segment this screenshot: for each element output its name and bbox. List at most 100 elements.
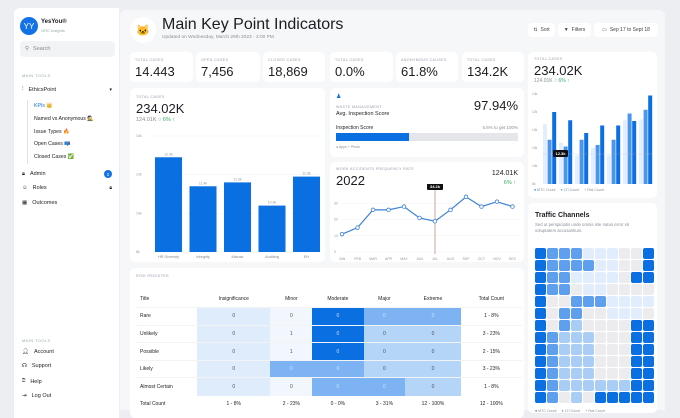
nav-issue-types[interactable]: Issue Types 🔥: [34, 129, 70, 135]
prev-value: 124.01K: [136, 117, 157, 123]
progress-legend: ● Apps + Photo: [336, 145, 361, 149]
avatar[interactable]: YY: [20, 17, 38, 35]
nav-named-vs-anonymous[interactable]: Named vs Anonymous 🕵: [34, 116, 94, 122]
legend-item: + Rwi Count: [585, 409, 605, 413]
risk-cell[interactable]: 0: [405, 360, 461, 378]
bar: [559, 142, 563, 184]
nav-open-cases[interactable]: Open Cases 📪: [34, 141, 71, 147]
risk-cell[interactable]: 1: [270, 342, 313, 361]
y-tick-label: 10k: [136, 211, 142, 215]
kpi-card: Closed Cases 18,869: [263, 52, 325, 82]
risk-cell[interactable]: 0: [405, 325, 461, 343]
risk-cell[interactable]: 0: [312, 342, 364, 361]
heatmap-cell: [547, 260, 558, 271]
filters-button[interactable]: ▼ Filters: [558, 23, 591, 37]
nav-admin[interactable]: 🔒︎ Admin 2: [22, 170, 112, 178]
heatmap-cell: [631, 296, 642, 307]
heatmap-cell: [571, 296, 582, 307]
nav-outcomes[interactable]: ▦ Outcomes: [22, 200, 57, 206]
bar: [563, 146, 568, 184]
heatmap-cell: [619, 392, 630, 403]
risk-cell[interactable]: 0: [270, 377, 313, 396]
heatmap-cell: [583, 320, 594, 331]
heatmap-cell: [535, 296, 546, 307]
risk-cell[interactable]: 1: [270, 325, 313, 343]
heatmap-cell: [619, 296, 630, 307]
heatmap-cell: [559, 260, 570, 271]
legend-item: ● MTC Count: [534, 188, 556, 192]
heatmap-cell: [547, 356, 558, 367]
heatmap-cell: [607, 368, 618, 379]
card-delta: 124.01K ○ 6% ↑: [534, 78, 570, 84]
card-label: Risk Register: [136, 274, 169, 278]
risk-cell[interactable]: 0: [363, 307, 406, 326]
chart-legend: ● MTC Count ● LTI Count + Rwi Count: [535, 409, 605, 413]
risk-cell[interactable]: 0: [312, 307, 364, 326]
heatmap-cell: [631, 344, 642, 355]
card-value: 124.01K: [491, 170, 518, 177]
nav-support[interactable]: ☊ Support: [22, 363, 51, 369]
risk-cell[interactable]: 0: [363, 342, 406, 361]
risk-cell[interactable]: 0: [197, 342, 271, 361]
heatmap-cell: [583, 284, 594, 295]
heatmap-cell: [583, 392, 594, 403]
data-point: [479, 204, 484, 209]
y-tick-label: 10k: [532, 146, 538, 150]
nav-roles[interactable]: ☺ Roles 🔒︎: [22, 185, 112, 191]
heatmap-cell: [607, 380, 618, 391]
risk-cell[interactable]: 0: [197, 325, 271, 343]
y-tick-label: 10k: [532, 128, 538, 132]
row-total: 3 - 23%: [482, 366, 500, 373]
risk-cell[interactable]: 0: [312, 360, 364, 378]
risk-cell[interactable]: 0: [270, 360, 313, 378]
risk-cell[interactable]: 0: [197, 377, 271, 396]
risk-cell[interactable]: 0: [197, 360, 271, 378]
risk-cell[interactable]: 0: [363, 360, 406, 378]
nav-kpis[interactable]: KPIs 👑: [34, 103, 53, 109]
heatmap-cell: [571, 284, 582, 295]
y-tick-label: 12k: [532, 110, 538, 114]
risk-cell[interactable]: 0: [312, 377, 364, 396]
nav-closed-cases[interactable]: Closed Cases ✅: [34, 154, 75, 160]
progress-label: Inspection Score: [336, 125, 374, 131]
heatmap-cell: [631, 284, 642, 295]
heatmap-cell: [571, 392, 582, 403]
nav-help[interactable]: ⍰ Help: [22, 378, 42, 385]
tooltip-label: 34.2k: [430, 184, 441, 189]
heatmap-cell: [547, 344, 558, 355]
heatmap-cell: [619, 272, 630, 283]
heatmap-cell: [643, 260, 654, 271]
risk-cell[interactable]: 0: [312, 325, 364, 343]
risk-cell[interactable]: 0: [197, 307, 271, 326]
heatmap-cell: [595, 248, 606, 259]
heatmap-cell: [535, 380, 546, 391]
risk-cell[interactable]: 0: [270, 307, 313, 326]
heatmap-cell: [631, 356, 642, 367]
search-input[interactable]: ⚲ Search: [20, 41, 115, 57]
risk-cell[interactable]: 0: [405, 307, 461, 326]
heatmap-cell: [583, 332, 594, 343]
filter-icon: ▼: [563, 27, 569, 33]
heatmap-cell: [643, 308, 654, 319]
heatmap-cell: [631, 260, 642, 271]
risk-cell[interactable]: 0: [405, 342, 461, 361]
card-value: 97.94%: [473, 98, 518, 113]
x-tick-label: AUG: [447, 257, 455, 261]
nav-ethicspoint[interactable]: ⫶ EthicsPoint ▾: [22, 86, 112, 93]
bar: [632, 121, 637, 184]
card-description: Sed ut perspiciatis unde omnis iste natu…: [535, 222, 629, 233]
risk-cell[interactable]: 0: [405, 377, 461, 396]
nav-account[interactable]: 👤︎ Account: [22, 349, 54, 355]
data-point: [386, 207, 391, 213]
date-range-button[interactable]: ▭ Sep 17 to Sept 18: [594, 23, 658, 37]
risk-cell[interactable]: 0: [363, 325, 406, 343]
heatmap-cell: [535, 356, 546, 367]
table-header-row: Title Insignificance Minor Moderate Major Ext…: [135, 290, 522, 308]
nav-logout[interactable]: ⇥ Log Out: [22, 393, 51, 399]
kpi-label: Total Cases: [467, 58, 496, 62]
column-header: Minor: [285, 295, 298, 302]
sort-button[interactable]: ⇅ Sort: [528, 23, 555, 37]
sort-icon: ⇅: [533, 27, 538, 33]
risk-cell[interactable]: 0: [363, 377, 406, 396]
row-total: 3 - 23%: [482, 330, 500, 337]
